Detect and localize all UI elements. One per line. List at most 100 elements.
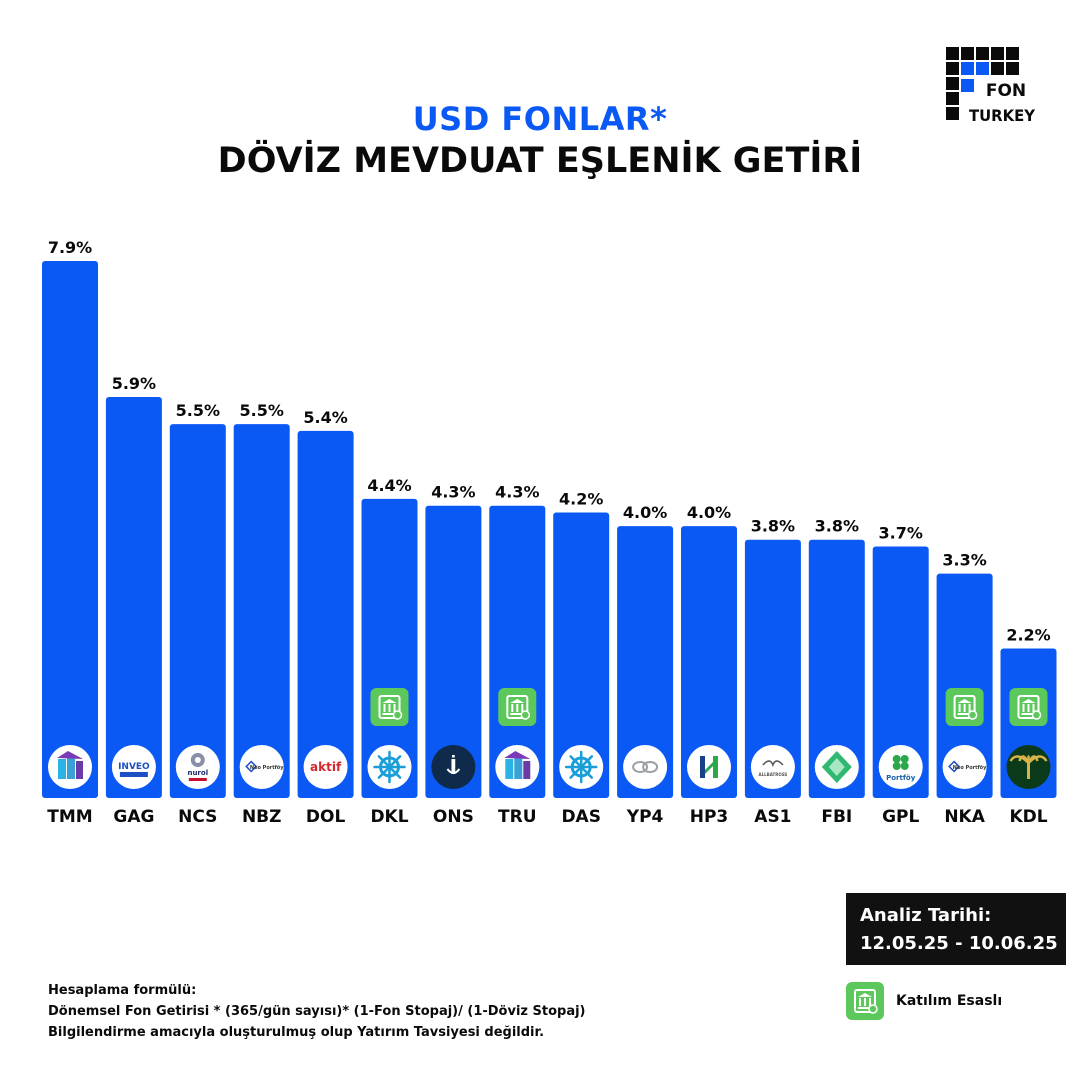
value-label: 3.8%	[815, 517, 859, 536]
logo-square	[991, 47, 1004, 60]
chart-title-line2: DÖVİZ MEVDUAT EŞLENİK GETİRİ	[217, 141, 863, 181]
category-label: YP4	[626, 807, 664, 827]
fbi-diamond-logo	[814, 745, 859, 789]
bar-gpl	[872, 546, 929, 798]
logo-square	[946, 47, 959, 60]
bar-tmm	[42, 261, 98, 798]
category-label: KDL	[1009, 807, 1047, 827]
value-label: 4.3%	[431, 483, 475, 502]
category-label: DAS	[561, 807, 601, 827]
bar-fbi	[808, 539, 865, 798]
bar-yp4	[617, 526, 674, 798]
tmm-logo	[495, 745, 540, 789]
category-label: AS1	[754, 807, 791, 827]
category-label: DKL	[370, 807, 408, 827]
bar-ons	[425, 505, 482, 798]
bar-gag	[105, 396, 162, 798]
cloud-logo	[623, 745, 668, 789]
logo-text-turkey: TURKEY	[969, 106, 1035, 125]
tmm-logo	[48, 745, 92, 789]
value-label: 5.5%	[240, 401, 284, 420]
logo-square	[946, 92, 959, 105]
is-portfoy-logo: İ	[431, 745, 476, 789]
value-label: 3.8%	[751, 517, 795, 536]
bar-dol	[297, 430, 354, 798]
nurol-portfoy-logo: nurol	[175, 745, 220, 789]
value-label: 4.2%	[559, 490, 603, 509]
katilim-badge-icon	[945, 688, 984, 726]
bar-nka	[936, 573, 993, 798]
footer-notes: Hesaplama formülü: Dönemsel Fon Getirisi…	[48, 980, 808, 1043]
chart-title-line1: USD FONLAR*	[412, 100, 668, 138]
logo-label: Portföy	[886, 774, 916, 782]
logo-label: Neo Portföy	[953, 765, 987, 771]
katilim-badge-icon	[1009, 688, 1048, 726]
analysis-date-range: 12.05.25 - 10.06.25	[860, 933, 1058, 954]
category-label: NBZ	[242, 807, 282, 827]
value-label: 4.4%	[367, 476, 411, 495]
fon-turkey-logo: FON TURKEY	[946, 47, 1035, 125]
value-label: 2.2%	[1006, 625, 1050, 644]
analysis-date-box: Analiz Tarihi: 12.05.25 - 10.06.25	[846, 893, 1066, 965]
ship-wheel-logo	[367, 745, 412, 789]
logo-square	[961, 47, 974, 60]
bar-nbz	[233, 424, 290, 798]
logo-square	[946, 107, 959, 120]
logo-square	[1006, 62, 1019, 75]
value-label: 3.7%	[879, 523, 923, 542]
palm-logo	[1006, 745, 1051, 789]
category-label: NKA	[944, 807, 985, 827]
value-label: 4.0%	[687, 503, 731, 522]
logo-square	[976, 47, 989, 60]
value-label: 4.0%	[623, 503, 667, 522]
logo-label: İ	[450, 755, 457, 779]
clover-portfoy-logo: Portföy	[878, 745, 923, 789]
bar-chart: 7.9% TMM 5.9% GAG INVEO 5.5% NCS nurol 5.5% NBZ Ne…	[42, 238, 1057, 827]
logo-square	[976, 62, 989, 75]
category-label: TRU	[498, 807, 537, 827]
category-label: NCS	[178, 807, 217, 827]
category-label: GPL	[882, 807, 919, 827]
category-label: TMM	[47, 807, 92, 827]
analysis-date-label: Analiz Tarihi:	[860, 905, 992, 926]
logo-label: nurol	[187, 769, 208, 777]
logo-label: Neo Portföy	[250, 765, 284, 771]
category-label: DOL	[306, 807, 346, 827]
bar-as1	[744, 539, 801, 798]
category-label: GAG	[113, 807, 154, 827]
disclaimer-text: Bilgilendirme amacıyla oluşturulmuş olup…	[48, 1025, 545, 1040]
logo-square	[1006, 47, 1019, 60]
bar-ncs	[169, 424, 226, 798]
formula-heading: Hesaplama formülü:	[48, 983, 197, 998]
legend: Katılım Esaslı	[846, 982, 1002, 1020]
logo-square	[991, 62, 1004, 75]
albatross-logo: ALLBATROSS	[750, 745, 795, 789]
value-label: 7.9%	[48, 238, 92, 257]
h-logo	[687, 745, 731, 789]
logo-label: aktif	[310, 760, 342, 774]
category-label: FBI	[821, 807, 852, 827]
katilim-badge-icon	[370, 688, 409, 726]
bar-hp3	[681, 526, 737, 798]
bar-das	[553, 512, 610, 798]
value-label: 5.4%	[303, 408, 347, 427]
value-label: 4.3%	[495, 483, 539, 502]
neo-portfoy-logo: Neo Portföy	[239, 745, 284, 789]
aktif-logo: aktif	[303, 745, 348, 789]
logo-label: ALLBATROSS	[758, 772, 787, 777]
logo-square	[946, 62, 959, 75]
value-label: 3.3%	[942, 551, 986, 570]
logo-square	[961, 79, 974, 92]
value-label: 5.9%	[112, 374, 156, 393]
category-label: ONS	[433, 807, 474, 827]
neo-portfoy-logo: Neo Portföy	[942, 745, 987, 789]
formula-text: Dönemsel Fon Getirisi * (365/gün sayısı)…	[48, 1004, 586, 1019]
logo-label: INVEO	[118, 762, 150, 772]
logo-square	[946, 77, 959, 90]
category-label: HP3	[690, 807, 729, 827]
logo-square	[961, 62, 974, 75]
inveo-portfoy-logo: INVEO	[111, 745, 156, 789]
katilim-bank-icon	[846, 982, 884, 1020]
logo-text-fon: FON	[986, 81, 1026, 101]
ship-wheel-logo	[559, 745, 604, 789]
